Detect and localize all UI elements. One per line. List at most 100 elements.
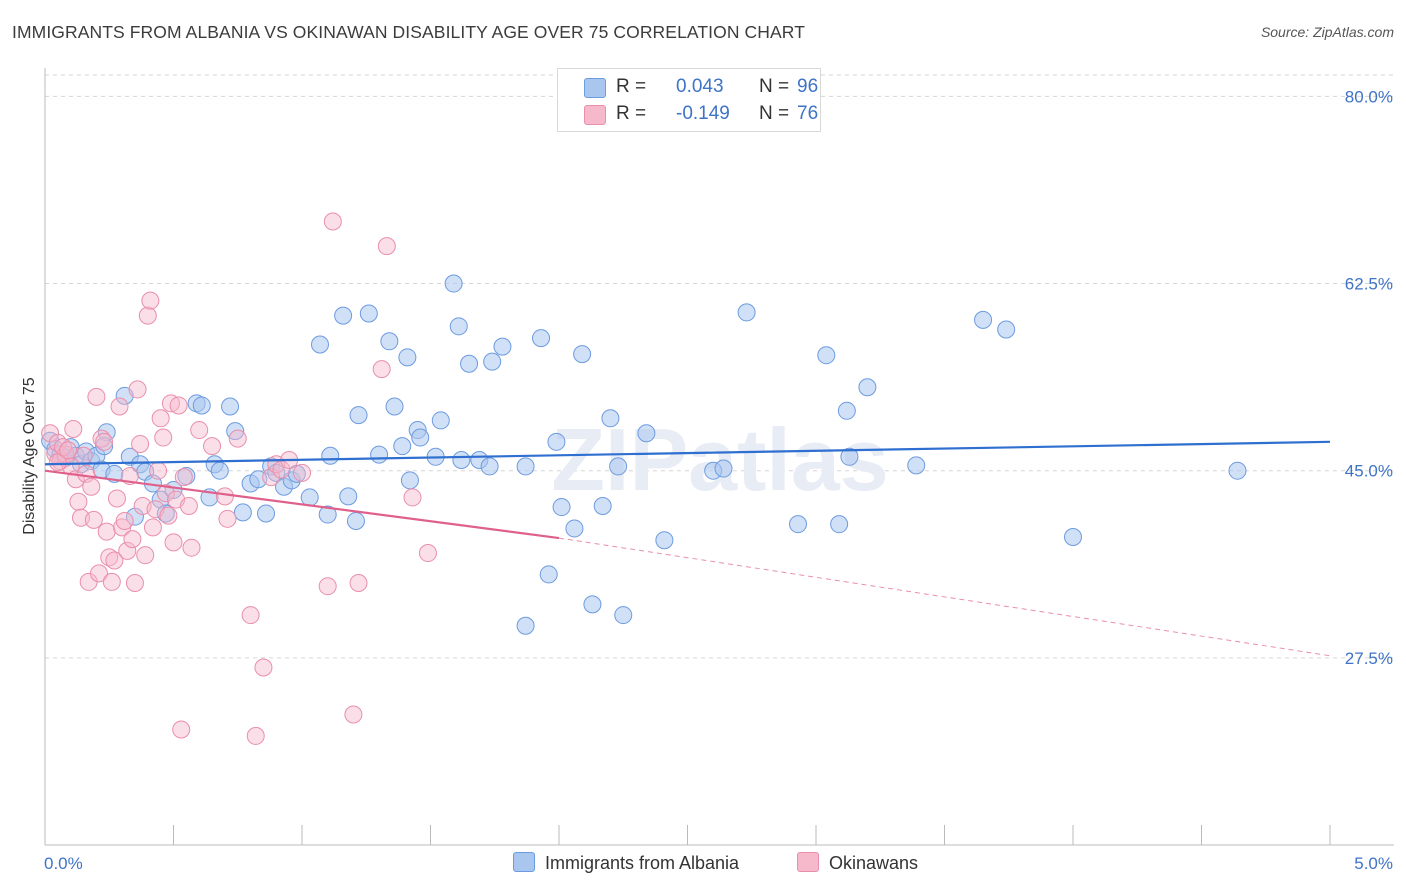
okinawans-trend-line [44,469,560,540]
albania-point [398,348,417,367]
okinawans-point [64,419,83,438]
albania-point [95,437,114,456]
okinawans-point [218,509,237,528]
legend-n-value: 96 [797,76,819,97]
albania-point [125,507,144,526]
legend-r-label: R = [616,103,647,124]
albania-point [817,346,836,365]
x-tick-label: 5.0% [1354,854,1393,873]
y-tick-label: 27.5% [1345,649,1393,668]
albania-point [210,461,229,480]
albania-point [789,515,808,534]
okinawans-point [149,461,168,480]
okinawans-point [84,510,103,529]
okinawans-point [172,720,191,739]
albania-point [411,428,430,447]
okinawans-point [246,726,265,745]
okinawans-point [169,396,188,415]
okinawans-point [254,658,273,677]
okinawans-point [159,506,178,525]
albania-point [233,503,252,522]
bottom-legend-albania: Immigrants from Albania [513,852,739,874]
albania-point [349,406,368,425]
bottom-legend-label-albania: Immigrants from Albania [545,853,740,873]
legend-n-label: N = [759,76,790,97]
albania-point [334,306,353,325]
okinawans-point [87,387,106,406]
okinawans-point [349,573,368,592]
albania-point [714,459,733,478]
albania-point [493,337,512,356]
albania-point [370,445,389,464]
albania-point [300,488,319,507]
albania-point [452,451,471,469]
albania-point [655,531,674,550]
albania-point [431,411,450,430]
y-axis-label: Disability Age Over 75 [21,377,38,535]
albania-point [837,401,856,420]
okinawans-point [102,572,121,591]
albania-point [593,496,612,515]
y-tick-label: 62.5% [1345,275,1393,294]
albania-point [359,304,378,323]
albania-point [840,447,859,466]
okinawans-point [318,577,337,596]
albania-point [318,505,337,524]
albania-point [907,456,926,475]
albania-point [393,437,412,456]
legend-swatch-okinawans [584,105,606,125]
okinawans-point [161,394,180,413]
albania-point [539,565,558,584]
stats-legend: R = 0.043 N = 96 R = -0.149 N = 76 [557,68,821,132]
okinawans-point [179,496,198,515]
okinawans-point [143,518,162,537]
albania-point [583,595,602,614]
grid-lines [45,74,1394,659]
bottom-legend-label-okinawans: Okinawans [829,853,919,873]
okinawans-point [100,548,119,567]
albania-point [480,457,499,476]
okinawans-point [372,360,391,379]
albania-point [552,498,571,517]
albania-point [1228,461,1247,480]
legend-n-value: 76 [797,103,819,124]
legend-n-label: N = [759,103,790,124]
okinawans-point [123,530,142,549]
albania-point [321,446,340,465]
okinawans-point [41,424,60,443]
okinawans-point [151,409,170,428]
albania-point [1064,528,1082,546]
okinawans-point [53,438,72,457]
albania-point [516,616,535,635]
okinawans-point [136,546,155,565]
albania-point [565,519,584,538]
source-note: Source: ZipAtlas.com [1260,24,1394,40]
albania-point [601,409,620,428]
okinawans-point [418,544,437,563]
legend-r-label: R = [616,76,647,97]
okinawans-point [105,551,124,570]
albania-point [483,352,502,371]
albania-point [444,274,463,293]
okinawans-point [154,428,173,447]
okinawans-point [115,511,134,530]
axes [44,68,1394,846]
x-tick-labels: 0.0% 5.0% [44,854,1393,873]
okinawans-point [174,468,193,487]
okinawans-point [156,484,175,503]
albania-point [221,397,240,416]
legend-r-value: -0.149 [676,103,730,124]
okinawans-point [95,432,114,451]
albania-point [609,457,628,476]
okinawans-point [110,397,129,416]
legend-r-value: 0.043 [676,76,724,97]
okinawans-point [190,421,209,440]
albania-point [257,504,276,523]
albania-point [532,329,551,348]
albania-point [614,606,633,625]
albania-point [974,310,993,329]
okinawans-point [215,487,234,506]
albania-point [858,378,877,397]
okinawans-point [182,538,201,557]
